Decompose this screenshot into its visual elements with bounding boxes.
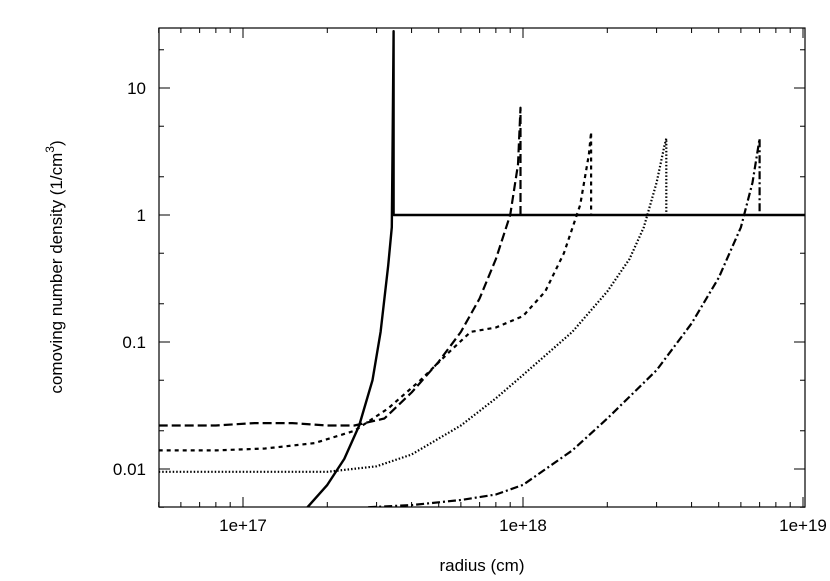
x-tick-label: 1e+18 (499, 516, 547, 535)
x-tick-label: 1e+17 (219, 516, 267, 535)
y-tick-label: 0.01 (113, 460, 146, 479)
y-tick-label: 10 (127, 79, 146, 98)
series-short-dash (159, 130, 593, 452)
y-tick-label: 0.1 (122, 333, 146, 352)
plot-lines (159, 30, 805, 507)
plot-frame (158, 27, 806, 508)
x-tick-label: 1e+19 (779, 516, 827, 535)
x-axis-title: radius (cm) (439, 556, 524, 575)
y-axis-title: comoving number density (1/cm3) (43, 140, 66, 393)
series-dash-dot (368, 137, 761, 507)
axis-ticks (158, 28, 805, 508)
series-dotted (159, 137, 668, 473)
series-long-dash (159, 106, 522, 427)
series-solid (306, 30, 805, 507)
tick-labels: 1e+17 1e+18 1e+19 0.01 0.1 1 10 (113, 79, 827, 535)
y-tick-label: 1 (137, 206, 146, 225)
